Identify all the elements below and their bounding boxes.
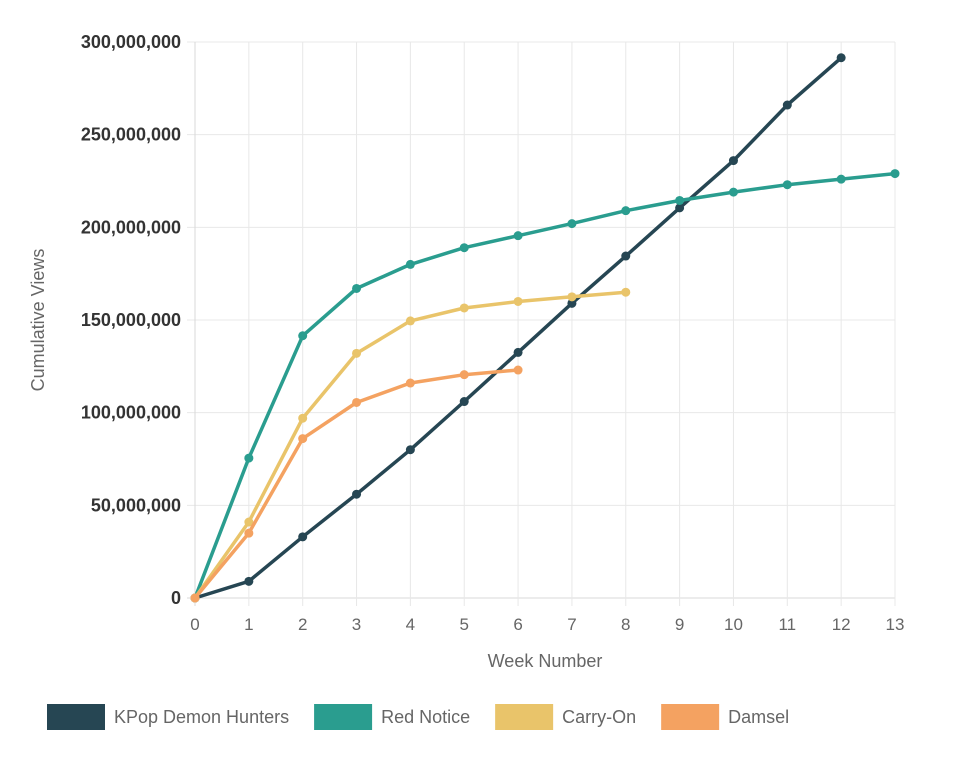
data-point[interactable] [513, 365, 523, 375]
y-tick-label: 150,000,000 [81, 310, 181, 330]
data-point[interactable] [244, 517, 254, 527]
data-point[interactable] [621, 287, 631, 297]
y-tick-label: 50,000,000 [91, 495, 181, 515]
data-point[interactable] [298, 413, 308, 423]
series [190, 53, 900, 603]
grid [187, 41, 896, 606]
data-point[interactable] [675, 203, 685, 213]
data-point[interactable] [405, 445, 415, 455]
data-point[interactable] [405, 378, 415, 388]
x-tick-label: 8 [621, 615, 630, 634]
data-point[interactable] [459, 303, 469, 313]
x-tick-label: 1 [244, 615, 253, 634]
x-tick-label: 3 [352, 615, 361, 634]
x-tick-label: 5 [459, 615, 468, 634]
data-point[interactable] [567, 298, 577, 308]
data-point[interactable] [567, 292, 577, 302]
x-tick-label: 12 [832, 615, 851, 634]
data-point[interactable] [890, 169, 900, 179]
data-point[interactable] [298, 331, 308, 341]
data-point[interactable] [352, 283, 362, 293]
series-damsel [190, 365, 523, 603]
legend-item[interactable]: Damsel [661, 704, 789, 730]
legend-swatch [495, 704, 554, 730]
legend-swatch [661, 704, 720, 730]
y-tick-label: 250,000,000 [81, 125, 181, 145]
x-tick-label: 11 [778, 615, 796, 634]
data-point[interactable] [836, 53, 846, 63]
data-point[interactable] [836, 174, 846, 184]
data-point[interactable] [567, 219, 577, 229]
x-tick-label: 13 [886, 615, 905, 634]
x-tick-label: 10 [724, 615, 743, 634]
data-point[interactable] [782, 180, 792, 190]
legend: KPop Demon Hunters Red Notice Carry-On Dams… [47, 704, 789, 730]
x-tick-label: 9 [675, 615, 684, 634]
data-point[interactable] [782, 100, 792, 110]
series-carry-on [190, 287, 631, 603]
series-red-notice [190, 169, 900, 603]
legend-item[interactable]: Red Notice [314, 704, 470, 730]
data-point[interactable] [459, 243, 469, 253]
y-tick-label: 300,000,000 [81, 32, 181, 52]
data-point[interactable] [513, 296, 523, 306]
series-line [193, 171, 897, 600]
data-point[interactable] [352, 489, 362, 499]
legend-item[interactable]: KPop Demon Hunters [47, 704, 289, 730]
legend-label: KPop Demon Hunters [114, 707, 289, 727]
legend-item[interactable]: Carry-On [495, 704, 636, 730]
legend-swatch [314, 704, 373, 730]
data-point[interactable] [513, 347, 523, 357]
data-point[interactable] [298, 434, 308, 444]
data-point[interactable] [244, 453, 254, 463]
legend-label: Damsel [728, 707, 789, 727]
data-point[interactable] [405, 316, 415, 326]
data-point[interactable] [190, 593, 200, 603]
y-tick-label: 200,000,000 [81, 217, 181, 237]
data-point[interactable] [459, 370, 469, 380]
data-point[interactable] [244, 576, 254, 586]
data-point[interactable] [352, 397, 362, 407]
data-point[interactable] [513, 231, 523, 241]
y-axis-title: Cumulative Views [28, 249, 48, 392]
x-tick-label: 6 [513, 615, 522, 634]
data-point[interactable] [352, 348, 362, 358]
x-axis-title: Week Number [488, 651, 603, 671]
data-point[interactable] [621, 251, 631, 261]
data-point[interactable] [405, 259, 415, 269]
x-axis-ticks: 0 1 2 3 4 5 6 7 8 9 10 11 12 13 [190, 615, 904, 634]
legend-label: Carry-On [562, 707, 636, 727]
data-point[interactable] [621, 206, 631, 216]
legend-swatch [47, 704, 105, 730]
y-tick-label: 0 [171, 588, 181, 608]
x-tick-label: 7 [567, 615, 576, 634]
data-point[interactable] [675, 195, 685, 205]
x-tick-label: 2 [298, 615, 307, 634]
data-point[interactable] [728, 156, 738, 166]
data-point[interactable] [298, 532, 308, 542]
x-tick-label: 0 [190, 615, 199, 634]
y-axis-ticks: 0 50,000,000 100,000,000 150,000,000 200,000… [81, 32, 181, 608]
data-point[interactable] [244, 528, 254, 538]
x-tick-label: 4 [406, 615, 415, 634]
data-point[interactable] [459, 397, 469, 407]
data-point[interactable] [728, 187, 738, 197]
y-tick-label: 100,000,000 [81, 403, 181, 423]
legend-label: Red Notice [381, 707, 470, 727]
